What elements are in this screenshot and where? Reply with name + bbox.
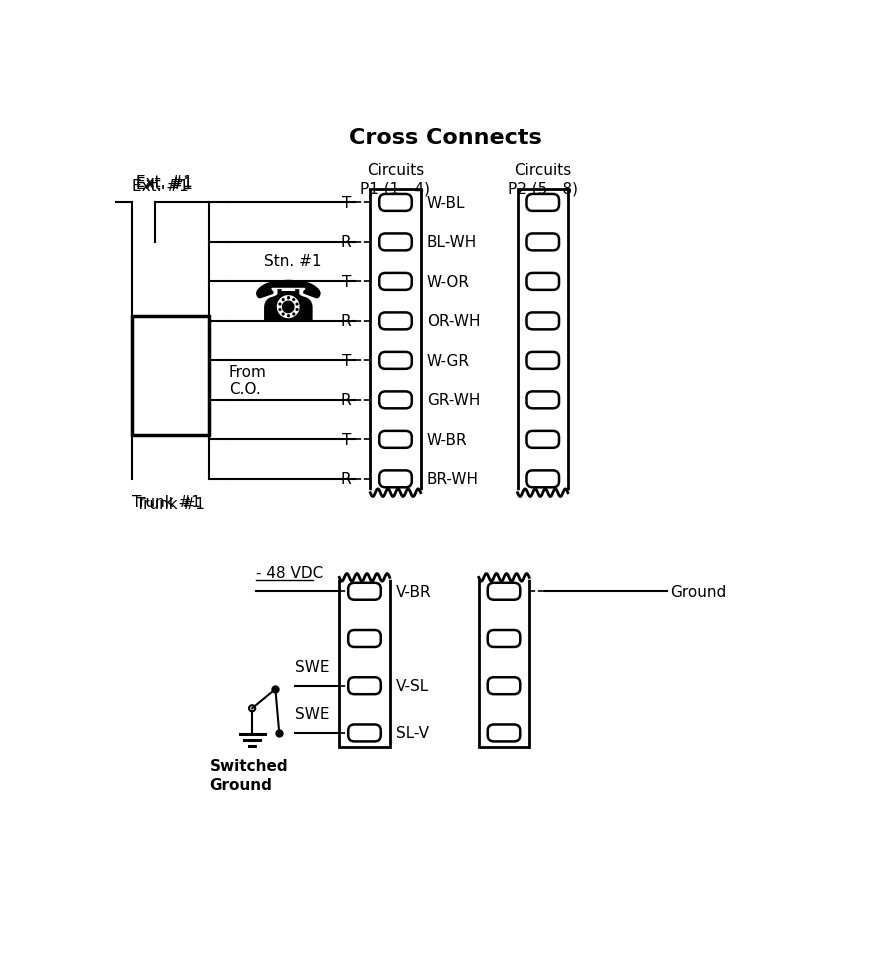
FancyBboxPatch shape (348, 677, 381, 695)
FancyBboxPatch shape (379, 273, 411, 291)
FancyBboxPatch shape (526, 234, 559, 251)
Text: SL-V: SL-V (395, 726, 428, 740)
FancyBboxPatch shape (379, 392, 411, 409)
Text: GR-WH: GR-WH (427, 393, 480, 408)
Text: OR-WH: OR-WH (427, 314, 480, 329)
Text: T: T (342, 354, 350, 368)
Text: Trunk #1: Trunk #1 (136, 496, 204, 512)
Text: ☎: ☎ (250, 277, 323, 334)
FancyBboxPatch shape (348, 583, 381, 600)
Text: V-BR: V-BR (395, 584, 431, 599)
Text: BL-WH: BL-WH (427, 235, 476, 250)
Bar (132, 316, 209, 435)
Text: Circuits
P2 (5 - 8): Circuits P2 (5 - 8) (507, 163, 577, 196)
FancyBboxPatch shape (488, 677, 520, 695)
Text: PBX: PBX (153, 367, 189, 385)
Text: W-BL: W-BL (427, 196, 465, 210)
Text: R: R (340, 314, 350, 329)
Text: W-BR: W-BR (427, 432, 467, 448)
Bar (478, 578, 528, 747)
Text: Ground: Ground (670, 584, 726, 599)
Text: R: R (340, 235, 350, 250)
Text: T: T (342, 274, 350, 290)
FancyBboxPatch shape (379, 471, 411, 487)
FancyBboxPatch shape (526, 313, 559, 330)
FancyBboxPatch shape (379, 313, 411, 330)
FancyBboxPatch shape (379, 195, 411, 211)
Bar (339, 578, 389, 747)
FancyBboxPatch shape (526, 392, 559, 409)
FancyBboxPatch shape (526, 471, 559, 487)
FancyBboxPatch shape (488, 725, 520, 741)
FancyBboxPatch shape (348, 631, 381, 647)
Bar (370, 189, 421, 493)
Text: R: R (340, 393, 350, 408)
Text: SWE: SWE (295, 706, 328, 722)
Text: R: R (340, 472, 350, 486)
Bar (517, 189, 567, 493)
Text: From
C.O.: From C.O. (229, 364, 267, 397)
FancyBboxPatch shape (379, 353, 411, 369)
Text: T: T (342, 432, 350, 448)
FancyBboxPatch shape (526, 273, 559, 291)
FancyBboxPatch shape (526, 353, 559, 369)
Text: Ext. #1: Ext. #1 (136, 176, 192, 192)
Text: Switched
Ground: Switched Ground (209, 759, 288, 792)
Text: - 48 VDC: - 48 VDC (255, 565, 323, 580)
Text: W-OR: W-OR (427, 274, 469, 290)
Text: W-GR: W-GR (427, 354, 469, 368)
Text: SWE: SWE (295, 660, 328, 674)
Text: BR-WH: BR-WH (427, 472, 478, 486)
Text: Circuits
P1 (1 - 4): Circuits P1 (1 - 4) (360, 163, 430, 196)
FancyBboxPatch shape (348, 725, 381, 741)
FancyBboxPatch shape (379, 431, 411, 449)
Text: Stn. #1: Stn. #1 (263, 253, 321, 268)
Text: V-SL: V-SL (395, 678, 428, 694)
Text: Cross Connects: Cross Connects (349, 128, 541, 148)
FancyBboxPatch shape (379, 234, 411, 251)
Text: Ext. #1: Ext. #1 (136, 174, 192, 189)
FancyBboxPatch shape (488, 583, 520, 600)
Text: Ext. #1: Ext. #1 (132, 179, 189, 194)
Text: Trunk #1: Trunk #1 (132, 495, 201, 510)
FancyBboxPatch shape (526, 431, 559, 449)
FancyBboxPatch shape (526, 195, 559, 211)
FancyBboxPatch shape (488, 631, 520, 647)
Text: T: T (342, 196, 350, 210)
